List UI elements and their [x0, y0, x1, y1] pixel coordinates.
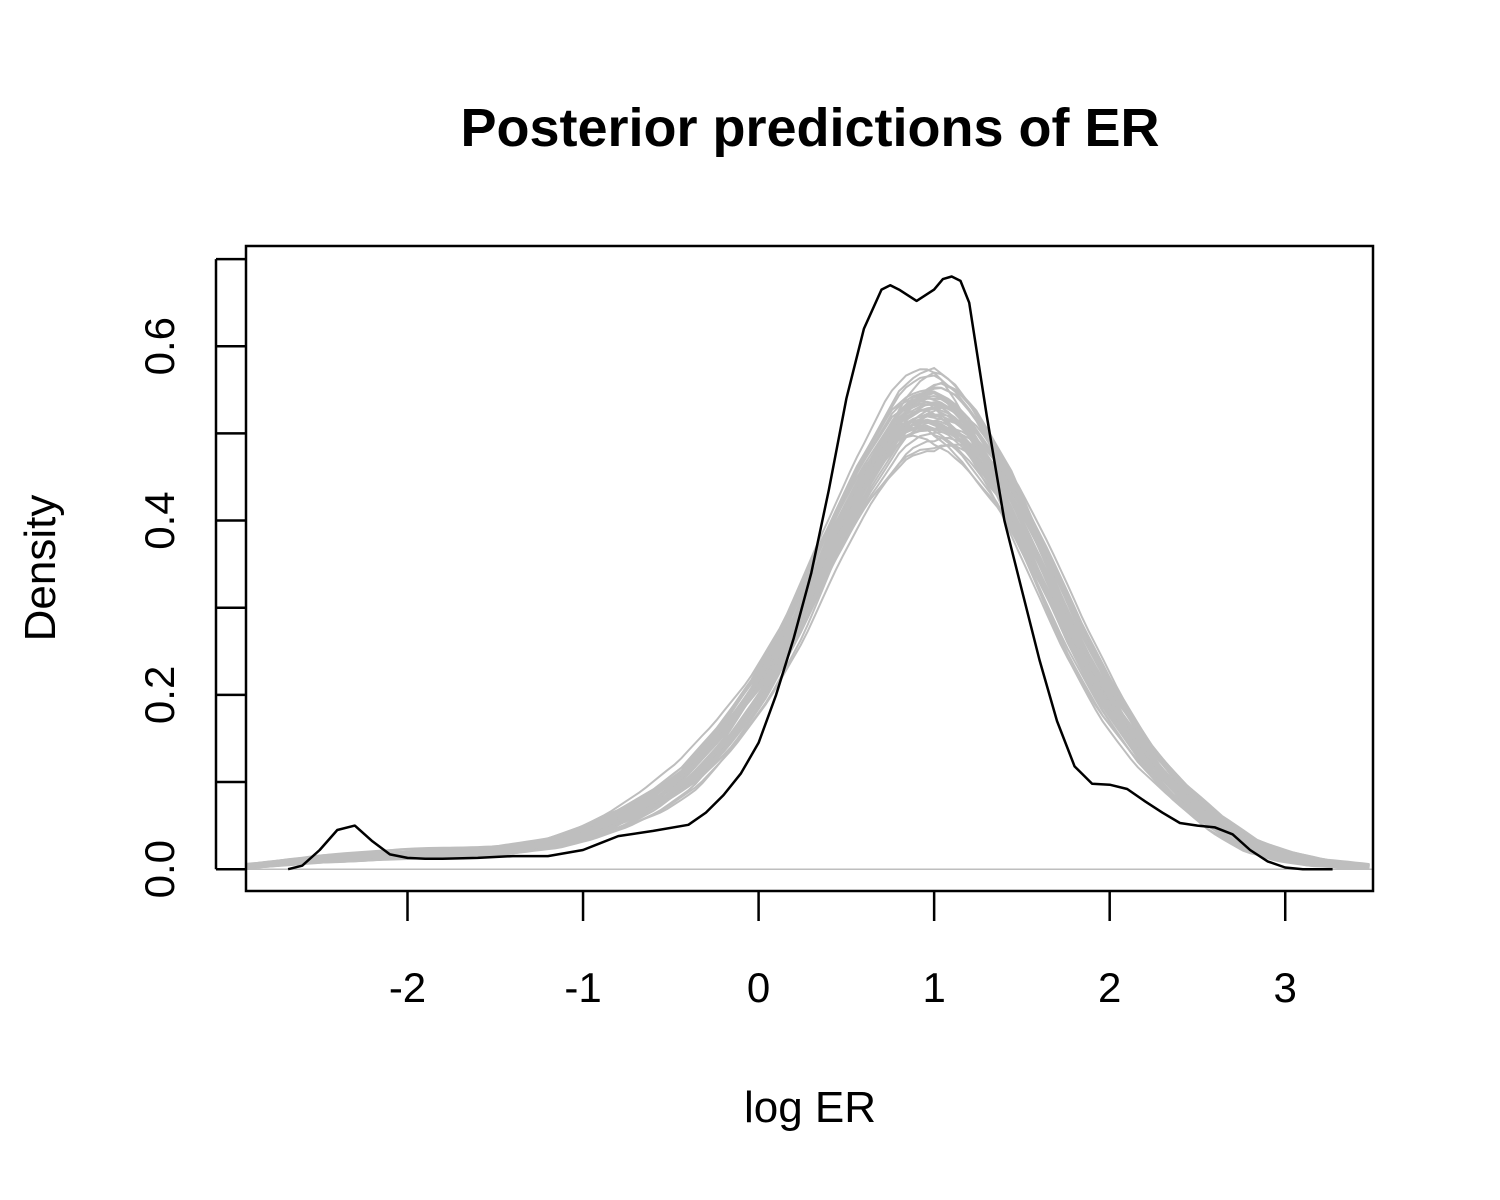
- y-tick-label: 0.2: [136, 666, 183, 724]
- predicted-density-curve: [245, 390, 1370, 867]
- x-axis-label: log ER: [744, 1083, 876, 1132]
- y-axis: 0.0 0.2 0.4 0.6: [136, 257, 246, 898]
- predicted-density-curve: [245, 374, 1370, 866]
- predicted-density-curve: [245, 390, 1370, 867]
- observed-density-series: [287, 275, 1333, 871]
- y-axis-label: Density: [16, 495, 65, 642]
- predicted-density-series: [245, 366, 1373, 870]
- plot-frame: [244, 244, 1375, 893]
- predicted-density-curve: [245, 386, 1370, 868]
- x-axis: -2 -1 0 1 2 3: [389, 891, 1297, 1011]
- observed-density-curve: [287, 275, 1333, 871]
- predicted-density-curve: [245, 396, 1370, 868]
- y-tick-label: 0.6: [136, 317, 183, 375]
- predicted-density-curve: [245, 436, 1370, 869]
- y-tick-label: 0.4: [136, 491, 183, 549]
- x-tick-label: 2: [1098, 964, 1121, 1011]
- x-tick-label: 1: [922, 964, 945, 1011]
- chart-title: Posterior predictions of ER: [460, 98, 1159, 158]
- x-tick-label: -1: [564, 964, 601, 1011]
- y-tick-label: 0.0: [136, 840, 183, 898]
- predicted-density-curve: [245, 388, 1370, 867]
- x-tick-label: 0: [747, 964, 770, 1011]
- x-tick-label: -2: [389, 964, 426, 1011]
- x-tick-label: 3: [1274, 964, 1297, 1011]
